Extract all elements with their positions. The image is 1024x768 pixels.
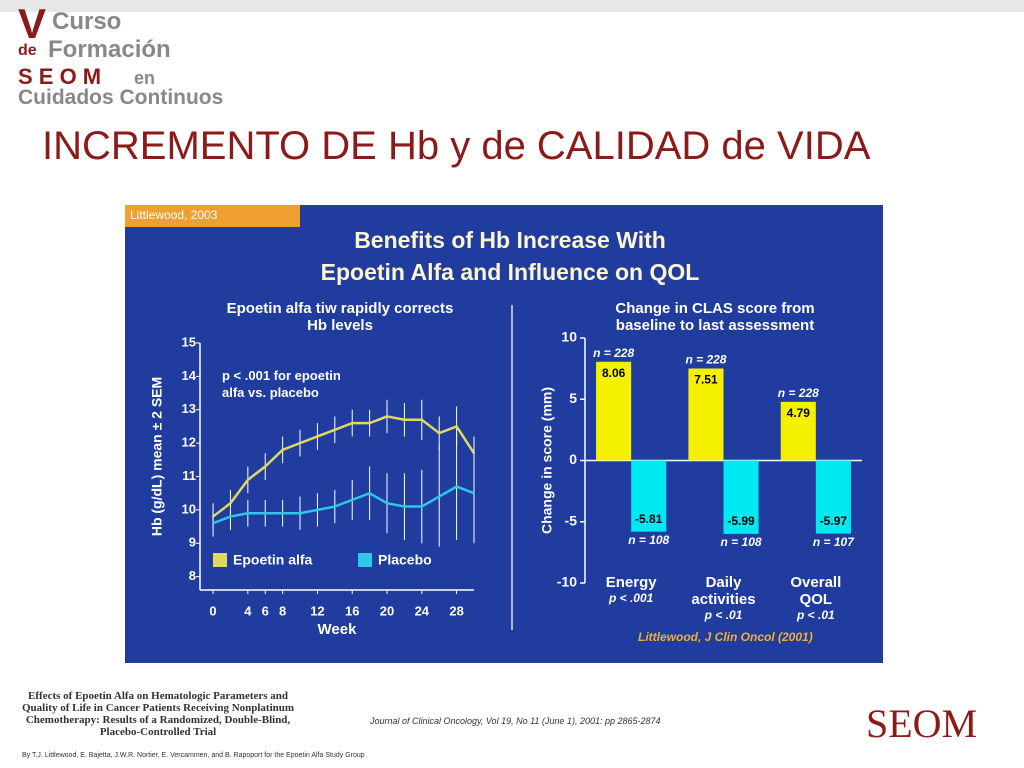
x-tick-label: 28: [449, 603, 463, 618]
bar: [631, 460, 667, 532]
logo-text: Curso: [52, 8, 122, 35]
bar: [723, 460, 759, 534]
bar: [815, 460, 851, 534]
x-tick-label: 8: [279, 603, 286, 618]
n-label: n = 108: [721, 535, 762, 549]
value-label: -5.97: [820, 514, 848, 528]
y-tick-label: 15: [182, 334, 196, 349]
bar: [596, 361, 632, 461]
value-label: -5.99: [727, 514, 755, 528]
y-tick-label: 10: [561, 329, 577, 345]
chart-title: Change in CLAS score from: [615, 300, 815, 317]
x-tick-label: 6: [262, 603, 269, 618]
panel: [125, 205, 883, 663]
p-value: p < .001: [608, 591, 654, 605]
y-tick-label: 9: [189, 535, 196, 550]
logo-text: Cuidados Continuos: [18, 86, 224, 109]
p-value: p < .01: [704, 608, 743, 622]
value-label: -5.81: [635, 512, 663, 526]
y-axis-label: Change in score (mm): [539, 387, 555, 534]
legend-swatch: [213, 553, 227, 567]
article-line: Placebo-Controlled Trial: [99, 726, 217, 738]
x-tick-label: 24: [415, 603, 430, 618]
y-tick-label: 0: [569, 451, 577, 467]
x-tick-label: 0: [209, 603, 216, 618]
value-label: 4.79: [787, 406, 811, 420]
series-line: [212, 415, 476, 518]
y-tick-label: -5: [565, 512, 578, 528]
legend-label: Placebo: [378, 552, 432, 568]
logo-text: en: [134, 68, 156, 88]
panel-tag: Littlewood, 2003: [130, 208, 218, 222]
y-tick-label: 8: [189, 568, 196, 583]
x-tick-label: 4: [244, 603, 252, 618]
logo-text: Formación: [48, 36, 171, 63]
bar: [688, 368, 724, 461]
value-label: 8.06: [602, 366, 626, 380]
authors: By T.J. Littlewood, E. Bajetta, J.W.R. N…: [22, 752, 365, 759]
chart-title: baseline to last assessment: [615, 317, 815, 334]
x-tick-label: 12: [310, 603, 324, 618]
bar: [780, 401, 816, 461]
annotation: alfa vs. placebo: [222, 385, 319, 400]
value-label: 7.51: [694, 373, 718, 387]
legend-swatch: [358, 553, 372, 567]
y-tick-label: 12: [182, 435, 196, 450]
article-line: Quality of Life in Cancer Patients Recei…: [22, 702, 295, 714]
chart-title: Hb levels: [307, 317, 373, 334]
y-tick-label: 13: [182, 401, 196, 416]
x-tick-label: Energy: [605, 574, 657, 591]
annotation: p < .001 for epoetin: [222, 368, 341, 383]
y-axis-label: Hb (g/dL) mean ± 2 SEM: [149, 377, 165, 536]
n-label: n = 228: [778, 386, 819, 400]
x-axis-label: Week: [318, 621, 358, 638]
x-tick-label: 16: [345, 603, 359, 618]
y-tick-label: 5: [569, 390, 577, 406]
y-tick-label: -10: [557, 574, 577, 590]
y-tick-label: 11: [182, 468, 196, 483]
tag-box: [125, 205, 300, 227]
logo-text: de: [18, 42, 37, 59]
n-label: n = 228: [593, 346, 634, 360]
x-tick-label: Daily activities: [691, 574, 756, 608]
logo-v: V: [18, 0, 47, 47]
brand: SEOM: [866, 701, 978, 746]
p-value: p < .01: [796, 608, 835, 622]
panel-title-line: Epoetin Alfa and Influence on QOL: [320, 259, 700, 285]
n-label: n = 107: [813, 535, 855, 549]
source: Littlewood, J Clin Oncol (2001): [638, 630, 813, 644]
y-tick-label: 14: [182, 368, 197, 383]
n-label: n = 108: [628, 533, 669, 547]
slide-title: INCREMENTO DE Hb y de CALIDAD de VIDA: [42, 124, 871, 168]
x-tick-label: Overall QOL: [790, 574, 842, 608]
panel-title-line: Benefits of Hb Increase With: [354, 227, 666, 253]
legend-label: Epoetin alfa: [233, 552, 313, 568]
y-tick-label: 10: [182, 501, 196, 516]
article-line: Effects of Epoetin Alfa on Hematologic P…: [28, 690, 289, 702]
top-band: [0, 0, 1024, 12]
article-title: Effects of Epoetin Alfa on Hematologic P…: [22, 690, 294, 738]
chart-title: Epoetin alfa tiw rapidly corrects: [226, 300, 454, 317]
x-tick-label: 20: [380, 603, 394, 618]
article-line: Chemotherapy: Results of a Randomized, D…: [25, 714, 291, 726]
journal: Journal of Clinical Oncology, Vol 19, No…: [370, 716, 661, 726]
panel-title: Benefits of Hb Increase With Epoetin Alfa…: [230, 224, 790, 288]
n-label: n = 228: [685, 353, 726, 367]
logo-text: S E O M: [18, 64, 102, 89]
series-line: [212, 485, 475, 525]
